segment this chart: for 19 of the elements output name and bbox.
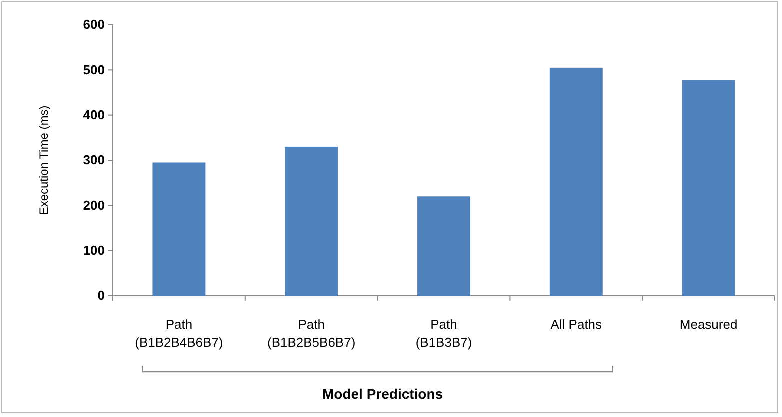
bar	[550, 68, 603, 296]
x-tick-label: Path (B1B2B5B6B7)	[268, 317, 356, 350]
x-tick-label: Path (B1B3B7)	[416, 317, 472, 350]
x-tick-label: Measured	[680, 317, 738, 332]
x-tick-label: Path (B1B2B4B6B7)	[135, 317, 224, 350]
bar	[152, 162, 206, 296]
y-tick-label: 400	[83, 107, 105, 122]
y-tick-label: 300	[83, 152, 105, 168]
y-tick-label: 500	[83, 62, 105, 78]
y-tick-label: 100	[83, 242, 105, 258]
y-tick-label: 600	[83, 17, 105, 32]
text: Model Predictions	[322, 386, 444, 402]
y-axis-title: Execution Time (ms)	[37, 106, 51, 216]
x-tick-label: All Paths	[550, 317, 603, 332]
y-tick-label: 0	[98, 288, 105, 304]
bar	[285, 146, 338, 296]
y-tick-label: 200	[83, 198, 105, 213]
bar	[418, 196, 470, 296]
bar	[682, 80, 736, 296]
